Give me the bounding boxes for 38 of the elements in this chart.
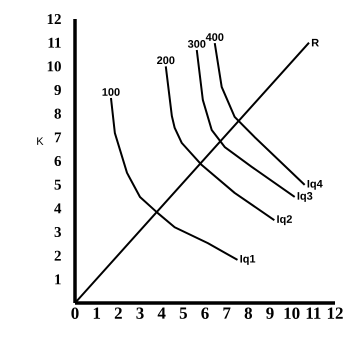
y-tick-label: 8 [54,108,61,119]
y-tick-label: 7 [54,132,62,142]
x-tick-label: 3 [136,308,144,319]
y-tick-label: 10 [48,61,61,72]
series-label: Iq2 [277,215,292,226]
y-tick-label: 5 [54,180,61,190]
annotation: 400 [206,33,224,41]
x-tick-label: 8 [244,308,252,319]
annotation: 300 [188,40,206,48]
series-label: Iq1 [240,255,256,265]
y-tick-label: 12 [48,14,61,24]
x-tick-label: 0 [71,308,79,319]
annotation: 100 [102,88,120,96]
x-tick-label: 11 [306,308,320,319]
x-tick-label: 1 [94,308,100,319]
y-tick-label: 4 [54,203,62,214]
y-axis-title: K [37,137,44,145]
y-tick-label: 2 [54,250,61,261]
y-tick-label: 9 [54,84,61,96]
line-series [196,49,296,198]
y-tick-label: 3 [54,226,61,238]
x-tick-label: 2 [114,308,122,319]
annotation: 200 [157,56,174,64]
series-label: Iq3 [298,192,312,202]
x-tick-label: 4 [158,308,166,319]
x-tick-label: 7 [223,308,230,319]
line-series [110,97,239,261]
y-tick-label: 6 [54,156,62,166]
y-tick-label: 1 [55,274,61,284]
x-tick-label: 12 [328,308,343,319]
y-tick-label: 11 [48,38,61,48]
x-tick-label: 5 [180,308,187,319]
line-series [164,65,276,222]
series-label: Iq4 [308,180,323,190]
x-tick-label: 9 [266,308,274,319]
series-label: R [312,38,319,46]
x-tick-label: 6 [201,308,209,319]
x-tick-label: 10 [284,308,300,319]
